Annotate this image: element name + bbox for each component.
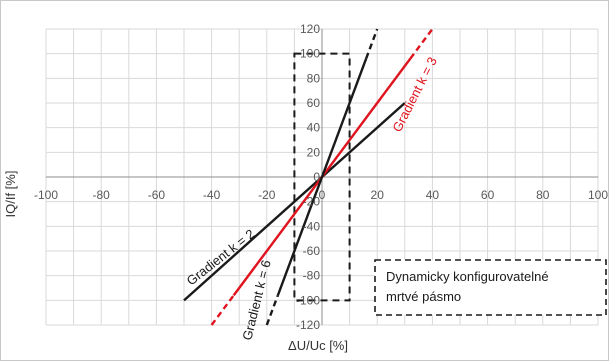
x-tick-label: 100 — [588, 188, 608, 202]
x-tick-label: -80 — [93, 188, 111, 202]
series-lines — [183, 28, 434, 326]
x-tick-label: 60 — [481, 188, 495, 202]
x-axis-title: ΔU/Uc [%] — [288, 338, 348, 353]
gradient-k6-line — [276, 58, 368, 296]
y-tick-label: 100 — [300, 47, 320, 61]
gradient-k3-line-dashed-start — [210, 294, 235, 326]
x-tick-label: 40 — [426, 188, 440, 202]
y-axis-title: IQ/If [%] — [3, 171, 18, 218]
gradient-k2-line — [183, 102, 406, 302]
deadband-rect — [293, 52, 351, 302]
y-tick-label: 0 — [313, 170, 320, 184]
y-tick-label: 20 — [307, 145, 321, 159]
gradient-k3-line-dashed-end — [409, 28, 434, 60]
gradient-k6-line-dashed-end — [365, 28, 379, 60]
y-tick-label: -60 — [303, 244, 321, 258]
y-tick-label: -120 — [296, 318, 320, 332]
x-tick-label: -40 — [203, 188, 221, 202]
x-tick-label: -60 — [148, 188, 166, 202]
y-tick-label: -80 — [303, 269, 321, 283]
gradient-k6-line-dashed-start — [265, 294, 279, 326]
y-tick-label: 60 — [307, 96, 321, 110]
y-tick-label: -100 — [296, 293, 320, 307]
deadband-rectangle — [293, 52, 351, 302]
x-tick-label: 80 — [536, 188, 550, 202]
deadband-note-line1: Dynamicky konfigurovatelné — [386, 269, 549, 284]
tick-labels: -100 -80 -60 -40 -20 0 20 40 60 80 100-120-100-80-… — [34, 22, 608, 332]
x-tick-label: 0 — [319, 188, 326, 202]
x-tick-label: -20 — [258, 188, 276, 202]
deadband-note-line2: mrtvé pásmo — [386, 289, 461, 304]
y-tick-label: 40 — [307, 121, 321, 135]
x-tick-label: 20 — [371, 188, 385, 202]
y-tick-label: -20 — [303, 195, 321, 209]
y-tick-label: 80 — [307, 71, 321, 85]
y-tick-label: -40 — [303, 219, 321, 233]
x-tick-label: -100 — [34, 188, 58, 202]
deadband-note-box — [374, 259, 607, 316]
y-tick-label: 120 — [300, 22, 320, 36]
deadband-note: Dynamicky konfigurovatelné mrtvé pásmo — [374, 259, 607, 316]
